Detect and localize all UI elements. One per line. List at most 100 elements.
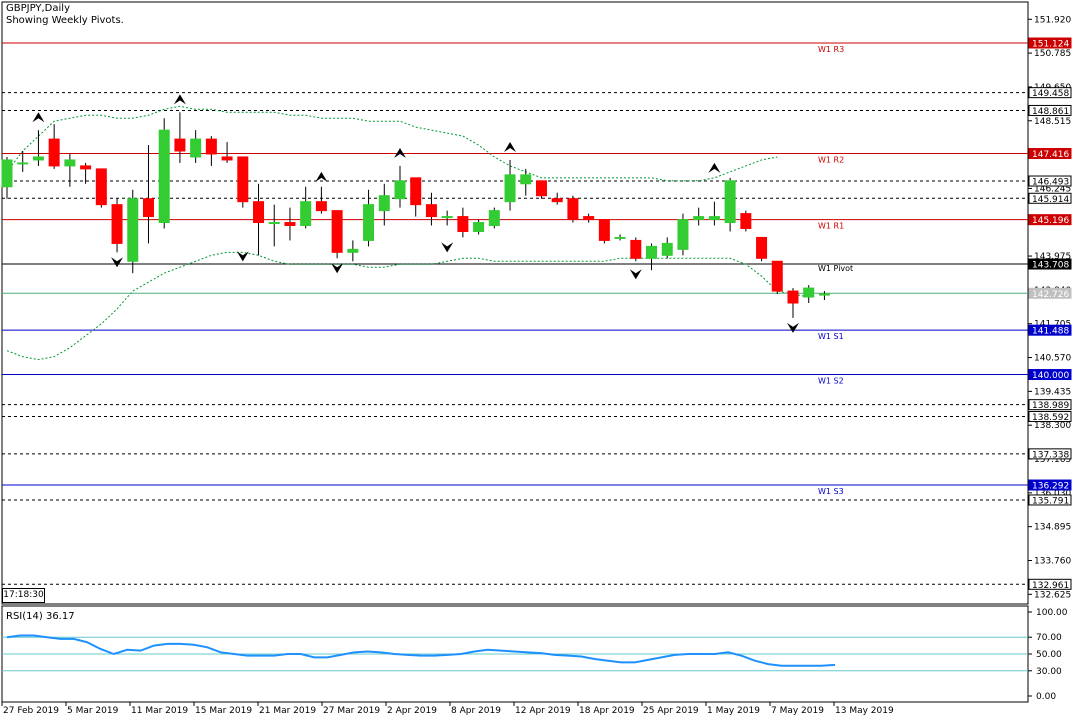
price-tick-label: 146.245 <box>1034 184 1071 194</box>
pivot-level-price-text: 136.292 <box>1032 482 1069 492</box>
candle-up <box>708 216 720 221</box>
dotted-level-price-text: 138.989 <box>1032 401 1069 411</box>
dotted-level-price-box <box>1028 192 1072 204</box>
candle-up <box>268 222 280 225</box>
price-tick-label: 140.570 <box>1034 354 1071 364</box>
pivot-level-price-text: 143.708 <box>1032 261 1069 271</box>
pivot-level-label: W1 R2 <box>818 156 844 165</box>
symbol-title: GBPJPY,Daily <box>6 3 70 14</box>
candle-down <box>598 219 610 241</box>
candle-up <box>127 198 139 262</box>
x-tick-label: 27 Feb 2019 <box>3 706 59 716</box>
dotted-level-price-text: 138.592 <box>1032 413 1069 423</box>
candle-up <box>677 219 689 250</box>
pivot-level-price-box <box>1028 214 1072 226</box>
lower-band-line <box>6 251 809 361</box>
candle-up <box>32 156 44 161</box>
candle-up <box>504 174 516 203</box>
candle-up <box>614 236 626 239</box>
candle-up <box>818 293 830 296</box>
rsi-tick-label: 30.00 <box>1036 667 1062 677</box>
fractal-up-arrow-icon <box>32 112 45 123</box>
pivots-subtitle: Showing Weekly Pivots. <box>6 15 124 26</box>
rsi-tick-label: 50.00 <box>1036 650 1062 660</box>
candle-up <box>693 216 705 221</box>
candle-down <box>284 222 296 227</box>
candle-up <box>17 162 29 165</box>
x-tick-label: 7 May 2019 <box>771 706 824 716</box>
candle-down <box>142 198 154 218</box>
dotted-level-price-text: 146.493 <box>1032 178 1069 188</box>
x-tick-label: 5 Mar 2019 <box>67 706 119 716</box>
x-tick-label: 27 Mar 2019 <box>323 706 380 716</box>
pivot-level-price-box <box>1028 148 1072 160</box>
dotted-level-price-box <box>1028 578 1072 590</box>
candle-up <box>363 204 375 241</box>
dotted-level-price-box <box>1028 87 1072 99</box>
x-tick-label: 12 Apr 2019 <box>515 706 571 716</box>
dotted-level-price-text: 145.914 <box>1032 195 1069 205</box>
candle-down <box>567 198 579 221</box>
pivot-level-price-text: 151.124 <box>1032 40 1069 50</box>
candle-down <box>756 236 768 259</box>
price-tick-label: 136.030 <box>1034 489 1071 499</box>
pivot-level-price-box <box>1028 369 1072 381</box>
fractal-down-arrow-icon <box>111 257 124 268</box>
candle-up <box>520 174 532 185</box>
candle-down <box>48 138 60 167</box>
x-tick-label: 11 Mar 2019 <box>131 706 188 716</box>
x-tick-label: 2 Apr 2019 <box>387 706 437 716</box>
x-tick-label: 8 Apr 2019 <box>451 706 501 716</box>
pivot-level-label: W1 R3 <box>818 45 844 54</box>
candle-down <box>630 239 642 259</box>
pivot-level-label: W1 S3 <box>818 487 844 496</box>
price-tick-label: 134.895 <box>1034 523 1071 533</box>
price-tick-label: 143.975 <box>1034 252 1071 262</box>
rsi-panel: 100.00 70.00 50.00 30.00 0.00 <box>1 605 1068 703</box>
candle-down <box>331 210 343 253</box>
candle-down <box>410 177 422 206</box>
pivot-level-price-box <box>1028 324 1072 336</box>
candle-down <box>425 204 437 218</box>
candle-down <box>457 216 469 232</box>
rsi-line <box>6 634 836 667</box>
fractal-down-arrow-icon <box>787 322 799 333</box>
candle-up <box>661 242 673 256</box>
candle-down <box>551 198 563 203</box>
price-tick-label: 150.785 <box>1034 49 1071 59</box>
price-tick-label: 151.920 <box>1034 15 1071 25</box>
candle-down <box>740 213 752 229</box>
dotted-level-price-text: 132.961 <box>1032 581 1069 591</box>
candle-up <box>441 216 453 219</box>
pivot-level-label: W1 R1 <box>818 222 844 231</box>
fractal-down-arrow-icon <box>331 263 344 274</box>
price-tick-label: 132.625 <box>1034 590 1071 600</box>
rsi-tick-label: 70.00 <box>1036 633 1062 643</box>
candle-up <box>158 129 170 224</box>
rsi-label: RSI(14) 36.17 <box>6 611 75 622</box>
candle-down <box>174 138 186 152</box>
dotted-level-price-box <box>1028 410 1072 422</box>
candle-down <box>111 204 123 244</box>
pivot-level-label: W1 S1 <box>818 332 844 341</box>
pivot-level-label: W1 Pivot <box>818 264 853 273</box>
candle-up <box>646 245 658 259</box>
rsi-tick-label: 100.00 <box>1036 608 1068 618</box>
candle-up <box>378 195 390 212</box>
x-tick-label: 1 May 2019 <box>707 706 760 716</box>
pivot-level-price-text: 141.488 <box>1032 327 1069 337</box>
fractal-up-arrow-icon <box>173 94 186 105</box>
x-tick-label: 25 Apr 2019 <box>643 706 699 716</box>
x-tick-label: 18 Apr 2019 <box>579 706 635 716</box>
dotted-level-price-box <box>1028 175 1072 187</box>
x-axis: 27 Feb 2019 5 Mar 2019 11 Mar 2019 15 Mar 2… <box>1 702 894 716</box>
pivot-level-price-text: 140.000 <box>1032 371 1069 381</box>
dotted-level-price-text: 149.458 <box>1032 89 1069 99</box>
candle-down <box>221 156 233 161</box>
dotted-level-price-text: 135.791 <box>1032 496 1069 506</box>
candle-up <box>724 180 736 224</box>
fractal-down-arrow-icon <box>441 242 454 253</box>
fractal-up-arrow-icon <box>394 147 406 158</box>
candle-down <box>583 216 595 221</box>
price-panel: 151.920150.785149.650148.515147.380146.2… <box>1 1 1072 605</box>
